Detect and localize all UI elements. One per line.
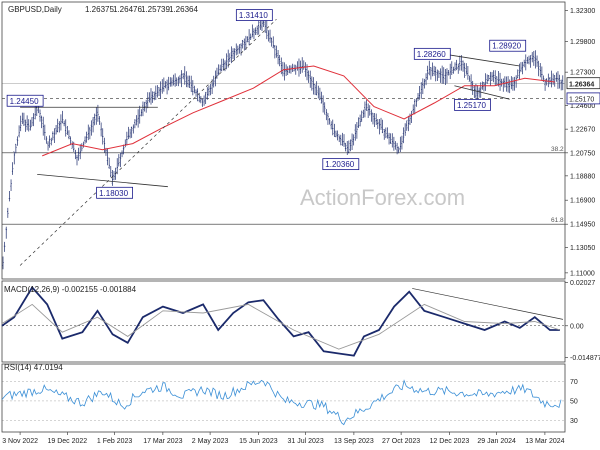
- price-y-tick-label: 1.27300: [570, 70, 595, 77]
- macd-series-signal: [1, 303, 561, 350]
- annotation-box: [489, 39, 527, 52]
- annotation-box: [322, 158, 360, 171]
- trend-line: [19, 18, 277, 266]
- x-tick-label: 3 Nov 2022: [2, 438, 38, 445]
- fib-layer: 38.2 61.8: [2, 146, 565, 225]
- y-ticks-layer: 1.32300 1.29800 1.27300 1.24600 1.22670 1.207…: [565, 8, 600, 425]
- fib-label: 61.8: [551, 217, 564, 224]
- price-y-tick-label: 1.29800: [570, 39, 595, 46]
- annotation-label: 1.28920: [492, 42, 521, 51]
- level-marker-label: 1.25170: [569, 96, 594, 103]
- x-tick-label: 31 Jul 2023: [288, 438, 324, 445]
- rsi-panel-frame: [1, 363, 566, 433]
- x-tick-label: 15 Jun 2023: [239, 438, 278, 445]
- series-layer: [1, 15, 564, 426]
- annotation-box: [96, 186, 133, 199]
- price-y-tick-label: 1.20750: [570, 150, 595, 157]
- annotation-box: [413, 47, 451, 60]
- macd-panel-frame: [1, 280, 566, 363]
- price-y-tick-label: 1.24600: [570, 103, 595, 110]
- annotation-label: 1.20360: [325, 160, 354, 169]
- price-y-tick-label: 1.18880: [570, 173, 595, 180]
- macd-y-tick-label: 0.00: [570, 323, 584, 330]
- macd-panel-title: MACD(12,26,9) -0.002155 -0.001884: [4, 285, 137, 294]
- x-tick-label: 13 Sep 2023: [334, 438, 374, 445]
- trend-line: [37, 173, 168, 188]
- watermark: ActionForex.com: [300, 185, 465, 210]
- x-tick-label: 13 Mar 2024: [525, 438, 564, 445]
- ohlc-close: 1.26364: [169, 5, 198, 14]
- x-tick-label: 17 Mar 2023: [143, 438, 182, 445]
- annotation-label: 1.25170: [457, 101, 486, 110]
- panels-layer: [1, 1, 566, 433]
- rsi-y-tick-label: 30: [570, 418, 578, 425]
- price-panel-frame: [1, 1, 566, 280]
- annotations-layer: 1.31410 1.24450 1.18030 1.20360 1.28260 1.289…: [6, 9, 564, 320]
- trend-line: [454, 85, 510, 100]
- macd-trend-line: [412, 288, 564, 320]
- x-tick-label: 29 Jan 2024: [477, 438, 516, 445]
- rsi-y-tick-label: 50: [570, 398, 578, 405]
- macd-y-tick-label: 0.02027: [570, 280, 595, 287]
- annotation-box: [235, 9, 273, 21]
- trend-line: [449, 54, 520, 67]
- annotation-label: 1.28260: [417, 50, 446, 59]
- x-tick-label: 1 Feb 2023: [97, 438, 133, 445]
- x-tick-label: 12 Dec 2023: [430, 438, 470, 445]
- level-marker-box: [566, 92, 600, 105]
- x-tick-label: 19 Dec 2022: [47, 438, 87, 445]
- ma-line: [42, 65, 555, 157]
- ohlc-low: 1.25739: [141, 5, 170, 14]
- ohlc-high: 1.26476: [113, 5, 142, 14]
- rsi-y-tick-label: 70: [570, 379, 578, 386]
- x-tick-label: 2 May 2023: [192, 438, 229, 445]
- macd-series-macd: [1, 285, 560, 357]
- rsi-line: [1, 379, 562, 426]
- annotation-label: 1.24450: [10, 97, 39, 106]
- ohlc-open: 1.26375: [85, 5, 114, 14]
- macd-y-tick-label: -0.014877: [570, 355, 600, 362]
- x-tick-label: 27 Oct 2023: [382, 438, 420, 445]
- last-price-label: 1.26364: [569, 82, 594, 89]
- rsi-panel-title: RSI(14) 47.0194: [4, 363, 63, 372]
- price-panel-title: GBPUSD,Daily: [8, 5, 62, 14]
- annotation-label: 1.31410: [239, 11, 268, 20]
- annotation-label: 1.18030: [99, 189, 128, 198]
- price-y-tick-label: 1.13050: [570, 245, 595, 252]
- price-y-tick-label: 1.22670: [570, 127, 595, 134]
- price-y-tick-label: 1.14950: [570, 222, 595, 229]
- price-y-tick-label: 1.16900: [570, 198, 595, 205]
- annotation-box: [6, 94, 44, 107]
- fib-label: 38.2: [551, 146, 564, 153]
- price-y-tick-label: 1.32300: [570, 8, 595, 15]
- price-y-tick-label: 1.11000: [570, 270, 595, 277]
- x-ticks-layer: 3 Nov 2022 19 Dec 2022 1 Feb 2023 17 Mar 20…: [2, 432, 565, 445]
- annotation-box: [454, 98, 491, 111]
- last-price-box: [566, 77, 600, 90]
